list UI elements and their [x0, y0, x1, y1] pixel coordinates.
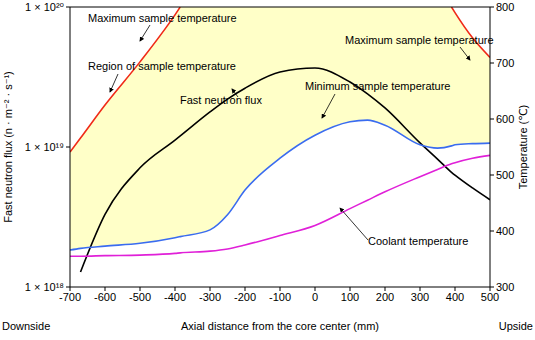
svg-text:Axial distance from the core c: Axial distance from the core center (mm) — [181, 320, 379, 332]
svg-text:Fast neutron flux: Fast neutron flux — [180, 94, 262, 106]
svg-text:100: 100 — [341, 291, 359, 303]
svg-text:Minimum sample temperature: Minimum sample temperature — [305, 80, 451, 92]
svg-text:200: 200 — [376, 291, 394, 303]
svg-text:1 × 10¹⁹: 1 × 10¹⁹ — [25, 141, 64, 153]
svg-text:Maximum sample temperature: Maximum sample temperature — [345, 34, 494, 46]
svg-text:0: 0 — [312, 291, 318, 303]
svg-text:400: 400 — [496, 225, 514, 237]
svg-text:-600: -600 — [94, 291, 116, 303]
svg-text:Region of sample temperature: Region of sample temperature — [88, 60, 236, 72]
svg-text:-300: -300 — [199, 291, 221, 303]
svg-text:-400: -400 — [164, 291, 186, 303]
svg-text:-500: -500 — [129, 291, 151, 303]
svg-text:500: 500 — [496, 169, 514, 181]
svg-text:600: 600 — [496, 113, 514, 125]
svg-text:Maximum sample temperature: Maximum sample temperature — [88, 12, 237, 24]
svg-text:1 × 10¹⁸: 1 × 10¹⁸ — [25, 281, 64, 293]
svg-text:Temperature (℃): Temperature (℃) — [517, 105, 527, 190]
svg-text:Upside: Upside — [499, 320, 527, 332]
svg-text:300: 300 — [411, 291, 429, 303]
svg-text:700: 700 — [496, 57, 514, 69]
svg-text:Downside: Downside — [8, 320, 50, 332]
svg-text:Coolant temperature: Coolant temperature — [368, 235, 468, 247]
svg-text:400: 400 — [446, 291, 464, 303]
svg-text:800: 800 — [496, 1, 514, 13]
svg-text:Fast neutron flux (n · m⁻² · s: Fast neutron flux (n · m⁻² · s⁻¹) — [8, 71, 14, 223]
svg-text:-200: -200 — [234, 291, 256, 303]
svg-text:1 × 10²⁰: 1 × 10²⁰ — [25, 1, 65, 13]
svg-text:-100: -100 — [269, 291, 291, 303]
svg-text:500: 500 — [480, 290, 500, 303]
svg-text:-700: -700 — [59, 290, 81, 303]
svg-text:300: 300 — [496, 281, 514, 293]
